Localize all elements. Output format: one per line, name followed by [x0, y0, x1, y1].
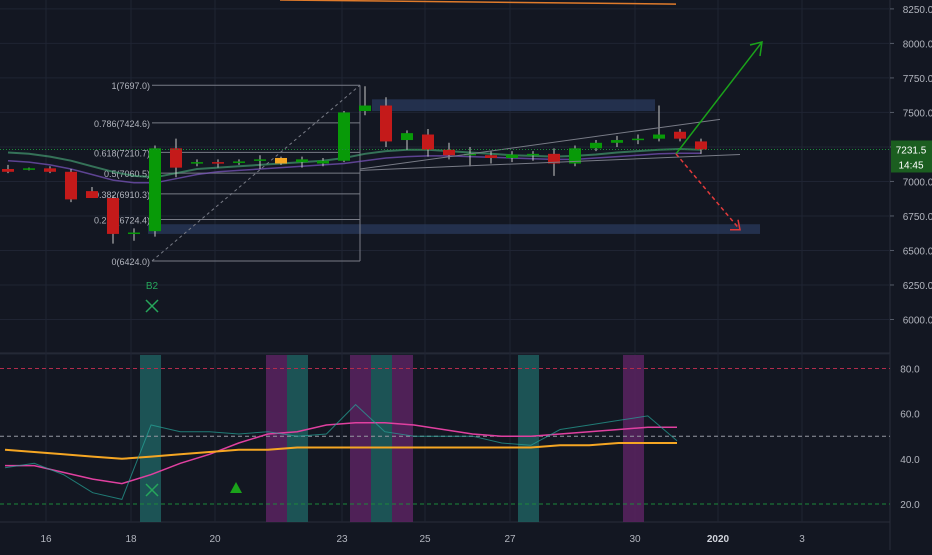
price-tick-label: 6000.0	[903, 315, 932, 326]
candle-body	[401, 133, 413, 141]
candle-body	[170, 148, 182, 168]
rsi-line	[5, 421, 677, 485]
channel-line-lower	[359, 154, 741, 171]
signal-band-teal	[371, 355, 392, 522]
time-tick-label: 23	[336, 534, 348, 545]
signal-band-teal	[140, 355, 161, 522]
bearish-target-arrow	[675, 153, 741, 231]
bar-countdown: 14:45	[898, 160, 923, 171]
last-price-tag	[891, 140, 932, 173]
candle-body	[317, 160, 329, 164]
candle-body	[2, 169, 14, 172]
bearish-arrowhead	[730, 219, 741, 231]
candle-body	[275, 157, 287, 164]
moving-average-slow	[7, 152, 701, 184]
candle-body	[128, 232, 140, 235]
signal-band-purple	[350, 355, 371, 522]
candle-body	[212, 162, 224, 164]
indicator-tick-label: 60.0	[900, 410, 920, 421]
price-tick-label: 7000.0	[903, 177, 932, 188]
candle-body	[590, 142, 602, 149]
candle-body	[653, 134, 665, 139]
channel-line-upper	[359, 118, 721, 170]
candle-body	[149, 148, 161, 232]
candle-body	[695, 141, 707, 150]
candle-body	[632, 138, 644, 141]
candle-body	[506, 154, 518, 158]
signal-band-purple	[266, 355, 287, 522]
price-tick-label: 6500.0	[903, 246, 932, 257]
fib-level-label: 0.618(7210.7)	[94, 148, 150, 158]
buy-signal-label: B2	[146, 281, 159, 292]
indicator-cross-icon	[145, 483, 159, 497]
indicator-tick-label: 40.0	[900, 455, 920, 466]
signal-band-purple	[392, 355, 413, 522]
signal-band-teal	[518, 355, 539, 522]
candle-body	[569, 148, 581, 164]
signal-band-teal	[287, 355, 308, 522]
candle-body	[443, 149, 455, 156]
rsi-ma-line	[4, 442, 677, 460]
fib-level-label: 0.236(6724.4)	[94, 215, 150, 225]
time-tick-label: 25	[419, 534, 431, 545]
time-tick-label: 27	[504, 534, 516, 545]
candle-body	[254, 159, 266, 161]
candle-body	[380, 105, 392, 142]
indicator-up-triangle-icon	[230, 482, 242, 493]
time-tick-label: 18	[125, 534, 137, 545]
time-tick-label: 20	[209, 534, 221, 545]
candle-body	[65, 171, 77, 200]
candle-body	[527, 153, 539, 156]
fib-level-label: 0.786(7424.6)	[94, 119, 150, 129]
moving-average-long	[279, 0, 677, 5]
candle-body	[485, 155, 497, 158]
moving-average-fast	[7, 147, 702, 179]
candle-body	[611, 140, 623, 143]
fib-level-label: 0(6424.0)	[111, 257, 150, 267]
time-tick-label: 30	[629, 534, 641, 545]
candle-body	[359, 105, 371, 112]
bullish-arrowhead	[749, 41, 763, 57]
resistance-zone	[372, 99, 655, 112]
price-tick-label: 8000.0	[903, 39, 932, 50]
fib-level-label: 1(7697.0)	[111, 81, 150, 91]
stoch-line	[4, 403, 678, 500]
indicator-tick-label: 20.0	[900, 500, 920, 511]
support-zone	[148, 224, 760, 234]
signal-band-purple	[623, 355, 644, 522]
candle-body	[44, 168, 56, 172]
price-tick-label: 7750.0	[903, 74, 932, 85]
time-tick-label: 2020	[707, 534, 730, 545]
price-tick-label: 8250.0	[903, 5, 932, 16]
price-tick-label: 6250.0	[903, 281, 932, 292]
buy-signal-x-icon	[145, 299, 159, 313]
time-tick-label: 16	[40, 534, 52, 545]
time-tick-label: 3	[799, 534, 805, 545]
candle-body	[674, 131, 686, 139]
price-tick-label: 6750.0	[903, 212, 932, 223]
candle-body	[191, 162, 203, 164]
bullish-target-arrow	[675, 41, 763, 155]
candle-body	[464, 153, 476, 156]
fib-level-label: 0.382(6910.3)	[94, 190, 150, 200]
last-price-value: 7231.5	[896, 145, 927, 156]
candle-body	[23, 168, 35, 170]
candle-body	[296, 159, 308, 163]
indicator-tick-label: 80.0	[900, 365, 920, 376]
candle-body	[422, 134, 434, 150]
candle-body	[107, 198, 119, 234]
candle-body	[548, 153, 560, 164]
candle-body	[86, 191, 98, 199]
price-tick-label: 7500.0	[903, 108, 932, 119]
candle-body	[233, 161, 245, 163]
candle-body	[338, 112, 350, 161]
